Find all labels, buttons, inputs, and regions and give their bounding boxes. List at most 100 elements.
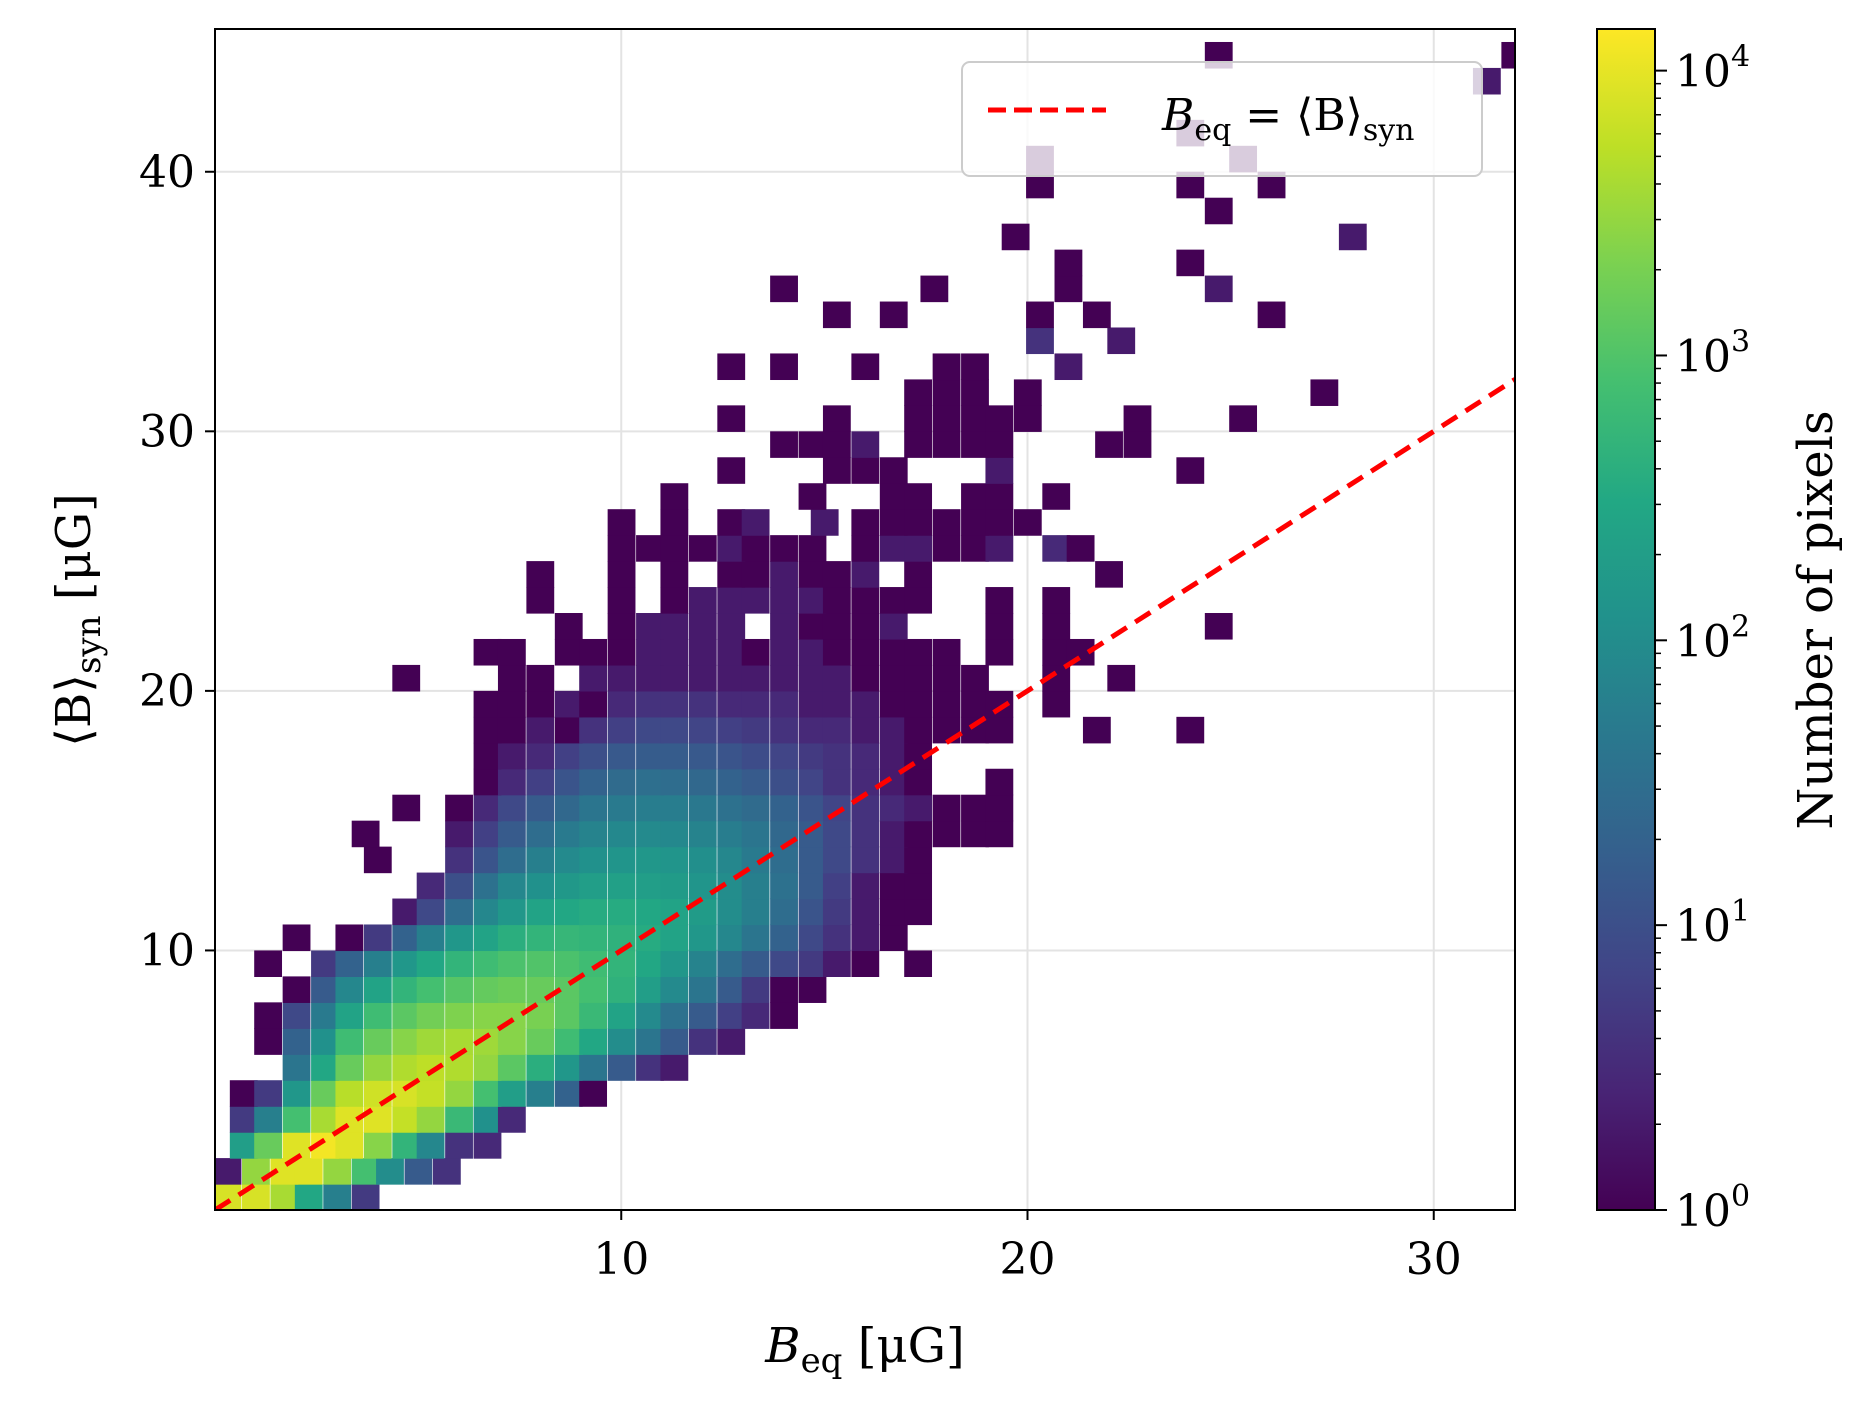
- histogram-bin: [770, 638, 798, 666]
- histogram-bin: [770, 742, 798, 770]
- histogram-bin: [636, 768, 664, 796]
- histogram-bin: [851, 950, 880, 977]
- histogram-bin: [904, 638, 933, 666]
- histogram-bin: [526, 716, 555, 744]
- histogram-bin: [526, 924, 555, 952]
- histogram-bin: [717, 950, 746, 977]
- histogram-bin: [688, 535, 717, 562]
- histogram-bin: [473, 716, 502, 744]
- histogram-bin: [416, 976, 445, 1003]
- histogram-bin: [985, 794, 1014, 822]
- histogram-bin: [607, 561, 636, 588]
- histogram-bin: [932, 820, 961, 848]
- histogram-bin: [607, 664, 636, 692]
- histogram-bin: [335, 1028, 364, 1055]
- histogram-bin: [985, 638, 1014, 666]
- histogram-bin: [961, 483, 989, 510]
- histogram-bin: [526, 976, 555, 1003]
- histogram-bin: [717, 898, 746, 926]
- histogram-bin: [741, 950, 770, 977]
- histogram-bin: [526, 846, 555, 874]
- histogram-bin: [879, 587, 908, 614]
- histogram-bin: [607, 794, 636, 822]
- histogram-bin: [660, 742, 689, 770]
- histogram-bin: [473, 1054, 502, 1081]
- histogram-bin: [932, 379, 961, 406]
- histogram-bin: [579, 976, 608, 1003]
- histogram-bin: [242, 1158, 270, 1185]
- histogram-bin: [741, 820, 770, 848]
- histogram-bin: [311, 1002, 339, 1029]
- histogram-bin: [335, 1132, 364, 1159]
- histogram-bin: [254, 1002, 283, 1029]
- histogram-bin: [607, 690, 636, 718]
- histogram-bin: [392, 1002, 421, 1029]
- histogram-bin: [741, 898, 770, 926]
- legend-label: Beq = ⟨B⟩syn: [1161, 90, 1415, 148]
- histogram-bin: [822, 898, 851, 926]
- histogram-bin: [445, 898, 473, 926]
- y-axis-ticks: 10 20 30 40: [139, 147, 215, 976]
- histogram-bin: [1310, 379, 1339, 406]
- histogram-bin: [660, 872, 689, 900]
- histogram-bin: [822, 794, 851, 822]
- histogram-bin: [1054, 249, 1083, 277]
- histogram-bin: [473, 794, 502, 822]
- x-tick-label: 20: [1000, 1234, 1056, 1285]
- histogram-bin: [904, 690, 933, 718]
- histogram-bin: [851, 353, 880, 381]
- histogram-bin: [416, 950, 445, 977]
- histogram-bin: [579, 872, 608, 900]
- histogram-bin: [1257, 301, 1286, 329]
- histogram-bin: [798, 794, 827, 822]
- histogram-bin: [526, 1028, 555, 1055]
- histogram-bin: [432, 1158, 461, 1185]
- histogram-bin: [688, 924, 717, 952]
- histogram-bin: [636, 716, 664, 744]
- histogram-bin: [473, 638, 502, 666]
- histogram-bin: [879, 509, 908, 536]
- histogram-bin: [879, 457, 908, 484]
- histogram-bin: [473, 820, 502, 848]
- histogram-bin: [932, 509, 961, 536]
- histogram-bin: [770, 353, 798, 381]
- histogram-bin: [579, 768, 608, 796]
- histogram-bin: [798, 431, 827, 458]
- histogram-bin: [851, 535, 880, 562]
- histogram-bin: [392, 1028, 421, 1055]
- histogram-bin: [215, 1158, 242, 1185]
- histogram-bin: [526, 561, 555, 588]
- histogram-bin: [607, 898, 636, 926]
- histogram-bin: [851, 587, 880, 614]
- colorbar-tick-label: 103: [1675, 324, 1750, 382]
- histogram-bin: [554, 1054, 583, 1081]
- histogram-bin: [1095, 431, 1123, 458]
- histogram-bin: [607, 587, 636, 614]
- colorbar-tick-label: 100: [1675, 1179, 1750, 1237]
- histogram-bin: [392, 898, 421, 926]
- histogram-bin: [879, 535, 908, 562]
- histogram-bin: [554, 1080, 583, 1107]
- histogram-bin: [688, 716, 717, 744]
- histogram-bin: [717, 1028, 746, 1055]
- histogram-bin: [323, 1158, 352, 1185]
- histogram-bin: [822, 846, 851, 874]
- histogram-bin: [363, 1028, 392, 1055]
- histogram-bin: [717, 924, 746, 952]
- histogram-bin: [445, 820, 473, 848]
- histogram-bin: [282, 1028, 311, 1055]
- histogram-bin: [445, 1054, 473, 1081]
- histogram-bin: [822, 405, 851, 432]
- histogram-bin: [335, 1002, 364, 1029]
- x-axis-label: Beq [μG]: [764, 1318, 964, 1381]
- histogram-bin: [798, 924, 827, 952]
- histogram-bin: [1013, 509, 1042, 536]
- histogram-bin: [416, 1080, 445, 1107]
- histogram-bin: [717, 535, 746, 562]
- histogram-bin: [985, 535, 1014, 562]
- histogram-bin: [363, 846, 392, 874]
- histogram-bin: [497, 664, 526, 692]
- histogram-bin: [392, 976, 421, 1003]
- colorbar: 100 101 102 103 104 Number of pixels: [1596, 28, 1844, 1237]
- histogram-bin: [932, 431, 961, 458]
